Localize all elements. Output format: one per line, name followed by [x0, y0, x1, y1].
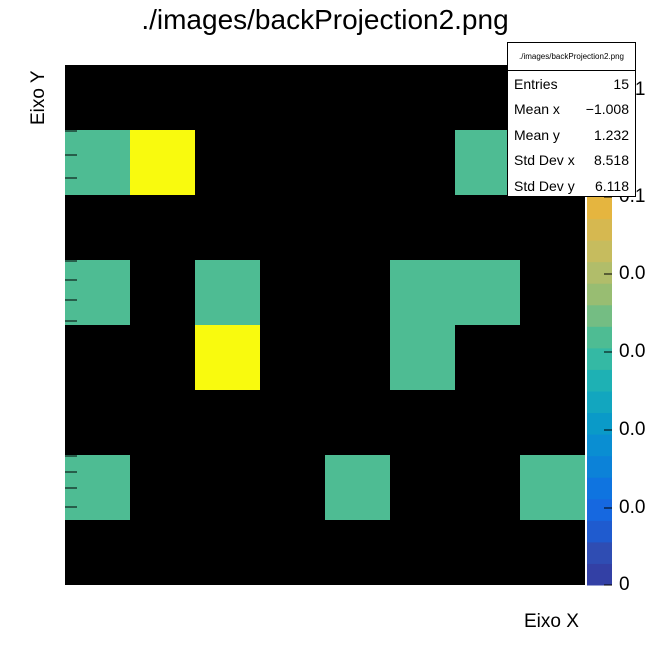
heatmap-cell: [390, 325, 455, 390]
palette-segment: [587, 283, 612, 306]
stats-box: ./images/backProjection2.png Entries 15 …: [507, 42, 636, 197]
palette-segment: [587, 261, 612, 284]
y-axis-label: Eixo Y: [28, 70, 49, 125]
x-axis-label: Eixo X: [524, 611, 579, 632]
stats-value: 6.118: [595, 177, 629, 194]
palette-tick-label: 0.0: [619, 341, 646, 362]
heatmap-cell: [520, 455, 585, 520]
palette-tick-label: 0.0: [619, 419, 646, 440]
palette-segment: [587, 369, 612, 392]
palette-segment: [587, 391, 612, 414]
heatmap-cell: [130, 130, 195, 195]
stats-row-stddev-y: Std Dev y 6.118: [508, 173, 635, 199]
heatmap-cell: [195, 260, 260, 325]
palette-segment: [587, 197, 612, 220]
palette-segment: [587, 520, 612, 543]
stats-row-entries: Entries 15: [508, 71, 635, 97]
palette-tick-label: 0: [619, 574, 630, 595]
stats-label: Mean y: [514, 126, 560, 143]
stats-label: Std Dev y: [514, 177, 575, 194]
heatmap-cell: [195, 325, 260, 390]
palette-tick-label: 0.0: [619, 263, 646, 284]
stats-label: Mean x: [514, 101, 560, 118]
palette-segment: [587, 326, 612, 349]
heatmap-cell: [455, 260, 520, 325]
heatmap-cell: [390, 260, 455, 325]
palette-segment: [587, 434, 612, 457]
palette-segment: [587, 477, 612, 500]
stats-label: Entries: [514, 75, 558, 92]
palette-tick-label: 0.0: [619, 497, 646, 518]
stats-title: ./images/backProjection2.png: [508, 43, 635, 71]
palette-segment: [587, 304, 612, 327]
palette-segment: [587, 455, 612, 478]
stats-value: 1.232: [593, 126, 629, 143]
heatmap-cell: [65, 130, 130, 195]
stats-value: 8.518: [593, 152, 629, 169]
stats-value: −1.008: [585, 101, 629, 118]
stats-row-mean-x: Mean x −1.008: [508, 97, 635, 123]
palette-segment: [587, 240, 612, 263]
heatmap-cell: [325, 455, 390, 520]
palette-segment: [587, 563, 612, 586]
palette-segment: [587, 498, 612, 521]
palette-segment: [587, 541, 612, 564]
palette-segment: [587, 347, 612, 370]
palette-segment: [587, 218, 612, 241]
stats-label: Std Dev x: [514, 152, 575, 169]
stats-row-stddev-x: Std Dev x 8.518: [508, 148, 635, 174]
stats-row-mean-y: Mean y 1.232: [508, 122, 635, 148]
heatmap-cell: [65, 260, 130, 325]
chart-title: ./images/backProjection2.png: [141, 4, 509, 35]
palette-segment: [587, 412, 612, 435]
stats-value: 15: [613, 75, 629, 92]
